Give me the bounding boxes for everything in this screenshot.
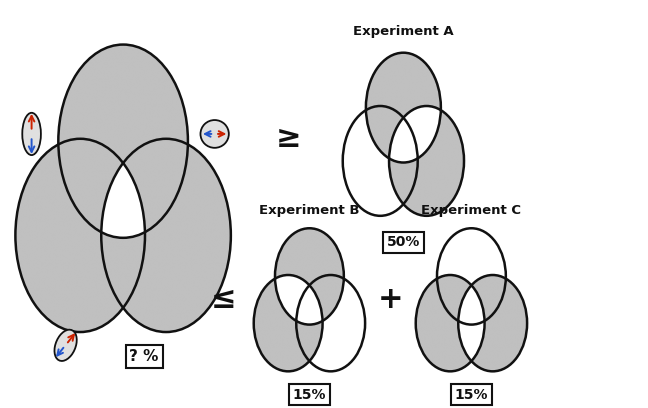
Ellipse shape bbox=[22, 113, 41, 155]
Text: ? %: ? % bbox=[130, 349, 159, 364]
Text: Experiment C: Experiment C bbox=[421, 204, 522, 217]
Text: Experiment A: Experiment A bbox=[353, 25, 454, 38]
Text: +: + bbox=[377, 285, 403, 315]
Text: Experiment B: Experiment B bbox=[259, 204, 360, 217]
Text: 15%: 15% bbox=[455, 388, 488, 402]
Text: 15%: 15% bbox=[293, 388, 326, 402]
Text: 50%: 50% bbox=[387, 235, 420, 249]
Text: ≤: ≤ bbox=[211, 285, 237, 315]
Ellipse shape bbox=[200, 120, 229, 148]
Ellipse shape bbox=[54, 330, 76, 361]
Text: ≥: ≥ bbox=[275, 124, 301, 153]
